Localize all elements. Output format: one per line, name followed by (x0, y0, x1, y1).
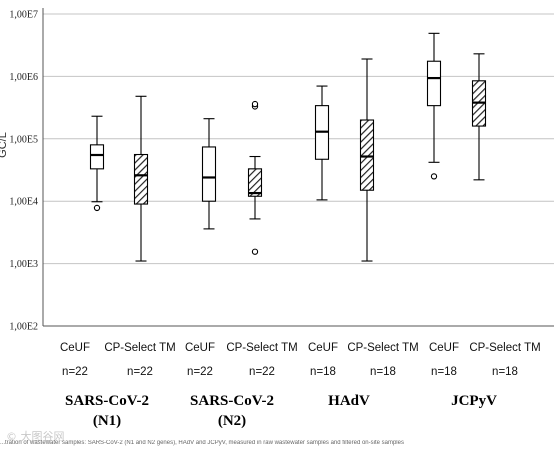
box-plot-chart: 1,00E2 1,00E3 1,00E4 1,00E5 1,00E6 1,00E7 GC/… (0, 8, 554, 429)
y-tick-label: 1,00E5 (9, 134, 38, 145)
y-axis-tick-labels: 1,00E2 1,00E3 1,00E4 1,00E5 1,00E6 1,00E7 (9, 10, 38, 333)
sample-size-label: n=18 (370, 366, 396, 378)
method-label: CP-Select TM (226, 342, 297, 354)
box-plain (201, 146, 217, 202)
method-label: CeUF (429, 342, 459, 354)
sample-size-label: n=22 (62, 366, 88, 378)
outlier-point (251, 100, 259, 108)
y-tick-label: 1,00E7 (9, 10, 38, 21)
box-plain (426, 60, 442, 107)
box-7 (471, 53, 487, 181)
outlier-point (93, 204, 101, 212)
watermark: © 大图谷网 (6, 430, 65, 443)
group-sublabel: (N2) (218, 413, 246, 429)
method-label: CeUF (308, 342, 338, 354)
method-label: CP-Select TM (347, 342, 418, 354)
sample-size-label: n=18 (310, 366, 336, 378)
group-label: SARS-CoV-2 (65, 393, 149, 409)
group-label: JCPyV (451, 393, 497, 409)
y-tick-label: 1,00E6 (9, 72, 38, 83)
box-hatched (133, 153, 149, 205)
method-label: CeUF (60, 342, 90, 354)
sample-size-label: n=22 (187, 366, 213, 378)
box-hatched (247, 168, 263, 197)
figure-caption: ...tration of wastewater samples: SARS-C… (0, 440, 404, 446)
boxes (89, 32, 487, 262)
sample-size-label: n=18 (492, 366, 518, 378)
box-hatched (359, 119, 375, 191)
group-sublabel: (N1) (93, 413, 121, 429)
box-2 (201, 118, 217, 230)
method-label: CeUF (185, 342, 215, 354)
sample-size-label: n=22 (249, 366, 275, 378)
box-plain (89, 144, 105, 170)
box-0 (89, 115, 105, 212)
sample-size-label: n=22 (127, 366, 153, 378)
box-4 (314, 85, 330, 201)
box-1 (133, 95, 149, 262)
method-label: CP-Select TM (469, 342, 540, 354)
box-5 (359, 58, 375, 262)
outlier-point (430, 173, 438, 180)
plot-frame (42, 8, 554, 327)
y-tick-label: 1,00E4 (9, 197, 38, 208)
y-axis-label: GC/L (0, 132, 9, 158)
sample-size-label: n=18 (431, 366, 457, 378)
group-label: HAdV (328, 393, 370, 409)
y-tick-label: 1,00E3 (9, 259, 38, 270)
box-6 (426, 32, 442, 180)
category-labels: CeUF n=22 CP-Select TM n=22 CeUF n=22 CP-Selec… (60, 342, 541, 429)
gridlines (43, 13, 554, 327)
y-tick-label: 1,00E2 (9, 322, 38, 333)
outlier-point (251, 248, 259, 255)
method-label: CP-Select TM (104, 342, 175, 354)
box-3 (247, 100, 263, 255)
group-label: SARS-CoV-2 (190, 393, 274, 409)
